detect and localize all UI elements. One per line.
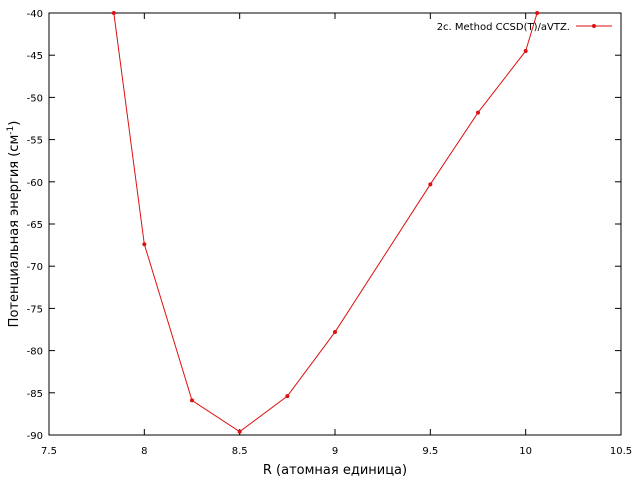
x-tick-label: 10.5 <box>610 446 632 457</box>
plot-frame <box>48 12 622 436</box>
x-tick-label: 8.5 <box>232 446 248 457</box>
data-point <box>237 429 242 434</box>
y-tick-label: -40 <box>27 9 43 20</box>
y-label-end: ) <box>7 121 22 126</box>
x-tick-label: 7.5 <box>41 446 57 457</box>
data-point <box>142 242 147 247</box>
y-tick-label: -60 <box>27 178 43 189</box>
y-label-text: Потенциальная энергия (см <box>7 135 22 328</box>
series-line <box>113 13 538 433</box>
data-point <box>535 11 540 15</box>
legend-label: 2c. Method CCSD(T)/aVTZ. <box>437 22 570 33</box>
y-tick-label: -55 <box>27 136 43 147</box>
x-tick-label: 9 <box>332 446 338 457</box>
y-label-sup: -1 <box>6 126 16 135</box>
data-point <box>476 110 480 115</box>
x-axis-label: R (атомная единица) <box>263 463 407 478</box>
y-tick-label: -75 <box>27 304 43 315</box>
data-point <box>285 394 290 399</box>
y-tick-label: -45 <box>27 51 43 62</box>
x-tick-label: 8 <box>141 446 147 457</box>
y-tick-label: -85 <box>27 389 43 400</box>
y-axis-label: Потенциальная энергия (см-1) <box>6 121 22 328</box>
legend-marker <box>592 24 596 28</box>
y-tick-label: -50 <box>27 93 43 104</box>
x-tick-label: 10 <box>519 446 532 457</box>
y-tick-label: -70 <box>27 262 43 273</box>
data-point <box>523 48 528 53</box>
data-point <box>111 11 116 15</box>
y-tick-label: -80 <box>27 347 43 358</box>
x-tick-label: 9.5 <box>422 446 438 457</box>
data-point <box>333 330 337 335</box>
y-tick-label: -90 <box>27 431 43 442</box>
y-tick-label: -65 <box>27 220 43 231</box>
data-point <box>428 182 433 187</box>
data-point <box>190 398 194 403</box>
